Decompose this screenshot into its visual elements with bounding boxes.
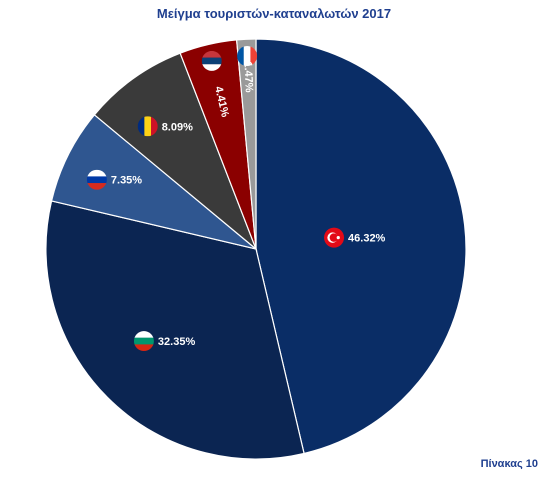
chart-title: Μείγμα τουριστών-καταναλωτών 2017: [156, 6, 392, 21]
serbia-flag-icon: [201, 50, 222, 71]
slice-label-group: 8.09%: [137, 116, 193, 137]
romania-flag-icon: [137, 116, 158, 137]
pie-slice: [45, 200, 305, 460]
slice-percentage-label: 7.35%: [111, 175, 142, 187]
france-flag-icon: [237, 46, 258, 67]
slice-label-group: 1.47%: [237, 46, 258, 93]
slice-percentage-label: 8.09%: [162, 121, 193, 133]
table-number-label: Πίνακας 10: [480, 458, 538, 470]
bulgaria-flag-icon: [133, 331, 154, 352]
turkey-flag-icon: [324, 227, 345, 248]
slice-percentage-label: 46.32%: [348, 233, 386, 245]
slice-percentage-label: 32.35%: [158, 336, 196, 348]
russia-flag-icon: [86, 169, 107, 190]
slice-label-group: 46.32%: [324, 227, 386, 248]
slice-percentage-label: 1.47%: [241, 61, 254, 93]
pie-slice: [93, 52, 258, 251]
slice-label-group: 32.35%: [133, 331, 196, 352]
pie-slice: [255, 38, 467, 455]
pie-slice: [235, 38, 257, 250]
pie-slice: [50, 114, 257, 250]
slice-label-group: 7.35%: [86, 169, 142, 190]
